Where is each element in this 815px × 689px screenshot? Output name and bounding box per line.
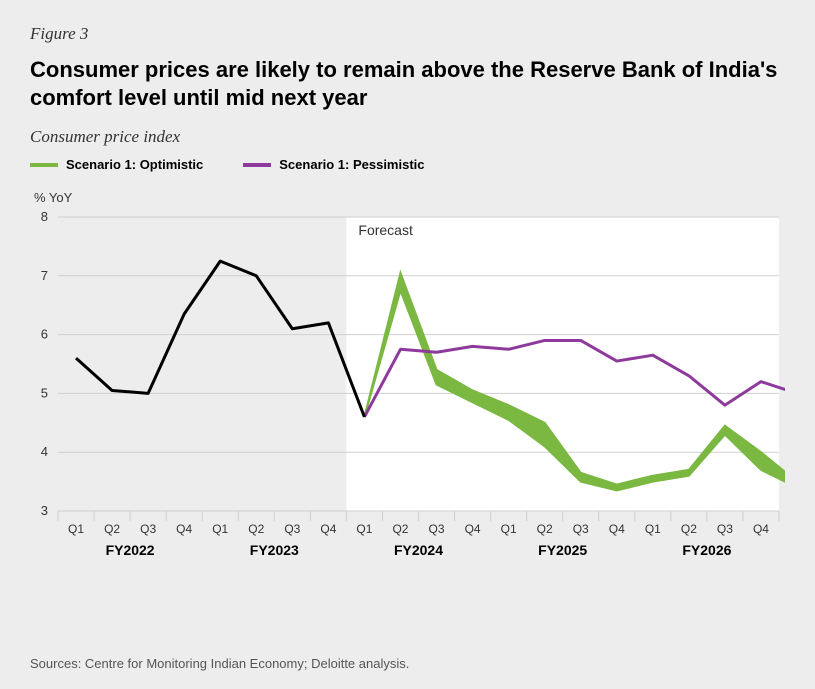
chart-title: Consumer prices are likely to remain abo… — [30, 56, 785, 111]
chart-svg: 3 4 5 6 7 8 Q1 Q2 Q3 Q4 Q1 Q2 Q3 Q4 Q1 Q2 Q3 Q4 Q1 Q2 Q3 Q4 Q1… — [30, 211, 785, 571]
svg-text:FY2023: FY2023 — [250, 542, 299, 558]
svg-text:5: 5 — [41, 385, 48, 400]
y-axis-label: % YoY — [34, 190, 785, 205]
svg-text:Q3: Q3 — [429, 522, 445, 536]
svg-text:Q3: Q3 — [717, 522, 733, 536]
figure-label: Figure 3 — [30, 24, 785, 44]
svg-text:Q3: Q3 — [284, 522, 300, 536]
legend-swatch-optimistic — [30, 163, 58, 167]
svg-text:Q1: Q1 — [501, 522, 517, 536]
svg-text:Forecast: Forecast — [358, 222, 413, 238]
legend-label-pessimistic: Scenario 1: Pessimistic — [279, 157, 424, 172]
svg-text:Q3: Q3 — [573, 522, 589, 536]
svg-text:Q4: Q4 — [609, 522, 625, 536]
svg-text:Q2: Q2 — [248, 522, 264, 536]
legend: Scenario 1: Optimistic Scenario 1: Pessi… — [30, 157, 785, 172]
svg-text:FY2024: FY2024 — [394, 542, 443, 558]
chart: 3 4 5 6 7 8 Q1 Q2 Q3 Q4 Q1 Q2 Q3 Q4 Q1 Q2 Q3 Q4 Q1 Q2 Q3 Q4 Q1… — [30, 211, 785, 571]
svg-text:3: 3 — [41, 503, 48, 518]
svg-text:Q3: Q3 — [140, 522, 156, 536]
svg-text:6: 6 — [41, 327, 48, 342]
svg-text:FY2026: FY2026 — [682, 542, 731, 558]
svg-text:7: 7 — [41, 268, 48, 283]
legend-label-optimistic: Scenario 1: Optimistic — [66, 157, 203, 172]
legend-item-optimistic: Scenario 1: Optimistic — [30, 157, 203, 172]
legend-item-pessimistic: Scenario 1: Pessimistic — [243, 157, 424, 172]
sources-text: Sources: Centre for Monitoring Indian Ec… — [30, 656, 409, 671]
svg-text:Q4: Q4 — [320, 522, 336, 536]
svg-text:Q2: Q2 — [537, 522, 553, 536]
svg-text:Q2: Q2 — [104, 522, 120, 536]
svg-text:4: 4 — [41, 444, 48, 459]
svg-text:Q2: Q2 — [392, 522, 408, 536]
svg-text:Q4: Q4 — [753, 522, 769, 536]
svg-text:Q2: Q2 — [681, 522, 697, 536]
svg-text:Q4: Q4 — [465, 522, 481, 536]
svg-text:Q1: Q1 — [356, 522, 372, 536]
svg-text:Q1: Q1 — [645, 522, 661, 536]
chart-subtitle: Consumer price index — [30, 127, 785, 147]
svg-text:8: 8 — [41, 211, 48, 224]
svg-text:FY2025: FY2025 — [538, 542, 587, 558]
legend-swatch-pessimistic — [243, 163, 271, 167]
figure-container: Figure 3 Consumer prices are likely to r… — [0, 0, 815, 689]
svg-text:Q1: Q1 — [212, 522, 228, 536]
svg-text:Q1: Q1 — [68, 522, 84, 536]
svg-text:Q4: Q4 — [176, 522, 192, 536]
svg-text:FY2022: FY2022 — [106, 542, 155, 558]
